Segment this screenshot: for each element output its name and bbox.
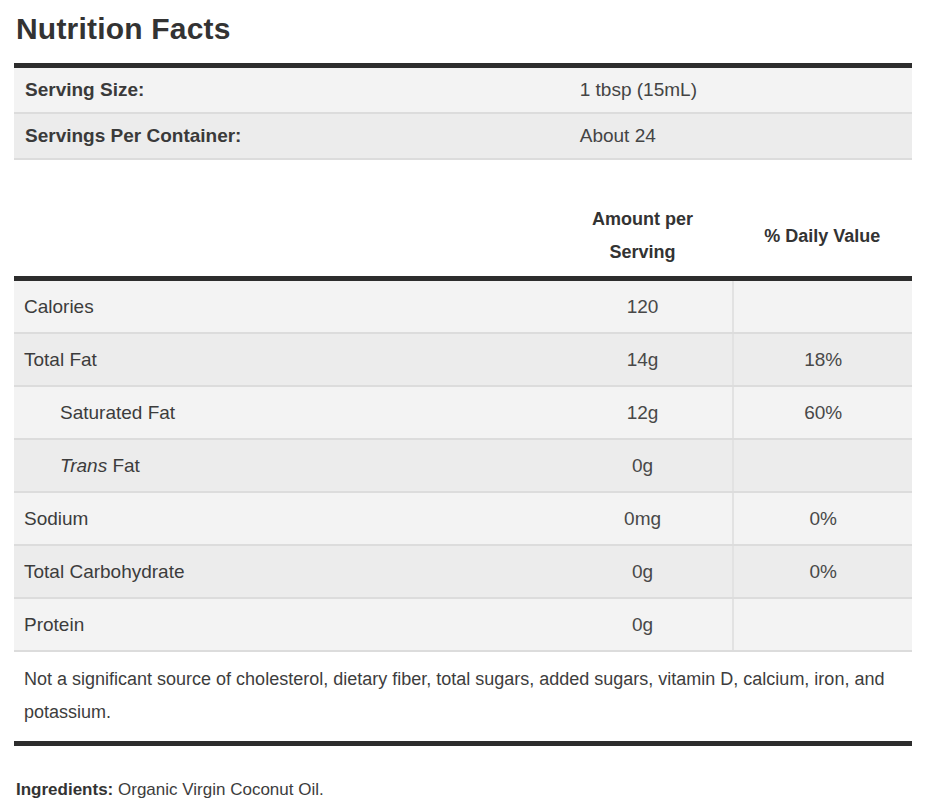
- table-row-calories: Calories 120: [14, 281, 912, 334]
- table-header-row: Amount per Serving % Daily Value: [14, 196, 912, 281]
- serving-size-label: Serving Size:: [14, 68, 580, 112]
- amount-cell: 12g: [553, 387, 733, 438]
- nutrition-facts-panel: Nutrition Facts Serving Size: 1 tbsp (15…: [0, 0, 926, 801]
- daily-value-header: % Daily Value: [732, 220, 912, 253]
- table-row-total-carbohydrate: Total Carbohydrate 0g 0%: [14, 546, 912, 599]
- daily-value-cell: [732, 440, 912, 491]
- servings-per-container-row: Servings Per Container: About 24: [14, 114, 912, 160]
- ingredients-value: Organic Virgin Coconut Oil.: [113, 780, 323, 799]
- serving-info-table: Serving Size: 1 tbsp (15mL) Servings Per…: [14, 63, 912, 160]
- serving-size-value: 1 tbsp (15mL): [580, 68, 912, 112]
- footnote: Not a significant source of cholesterol,…: [14, 652, 912, 746]
- daily-value-cell: 0%: [732, 493, 912, 544]
- table-row-saturated-fat: Saturated Fat 12g 60%: [14, 387, 912, 440]
- nutrient-label: Calories: [14, 281, 553, 332]
- serving-size-row: Serving Size: 1 tbsp (15mL): [14, 68, 912, 114]
- amount-cell: 120: [553, 281, 733, 332]
- nutrient-label: Saturated Fat: [14, 387, 553, 438]
- daily-value-cell: 60%: [732, 387, 912, 438]
- nutrient-label: Total Fat: [14, 334, 553, 385]
- amount-per-serving-header-text: Amount per Serving: [578, 203, 708, 269]
- servings-per-container-label: Servings Per Container:: [14, 114, 580, 158]
- trans-fat-rest-text: Fat: [107, 455, 140, 476]
- nutrient-label: Protein: [14, 599, 553, 650]
- ingredients-line: Ingredients: Organic Virgin Coconut Oil.: [14, 779, 912, 801]
- table-row-trans-fat: Trans Fat 0g: [14, 440, 912, 493]
- nutrient-label: Trans Fat: [14, 440, 553, 491]
- ingredients-label: Ingredients:: [16, 780, 113, 799]
- amount-cell: 0g: [553, 546, 733, 597]
- amount-cell: 0mg: [553, 493, 733, 544]
- servings-per-container-value: About 24: [580, 114, 912, 158]
- amount-cell: 14g: [553, 334, 733, 385]
- nutrient-label: Total Carbohydrate: [14, 546, 553, 597]
- amount-cell: 0g: [553, 440, 733, 491]
- daily-value-cell: [732, 599, 912, 650]
- daily-value-cell: 18%: [732, 334, 912, 385]
- page-title: Nutrition Facts: [14, 12, 912, 46]
- amount-per-serving-header: Amount per Serving: [553, 203, 733, 269]
- daily-value-cell: [732, 281, 912, 332]
- table-row-protein: Protein 0g: [14, 599, 912, 652]
- daily-value-cell: 0%: [732, 546, 912, 597]
- table-row-total-fat: Total Fat 14g 18%: [14, 334, 912, 387]
- amount-cell: 0g: [553, 599, 733, 650]
- trans-italic-text: Trans: [60, 455, 107, 476]
- nutrition-table: Amount per Serving % Daily Value Calorie…: [14, 196, 912, 652]
- nutrient-label: Sodium: [14, 493, 553, 544]
- table-row-sodium: Sodium 0mg 0%: [14, 493, 912, 546]
